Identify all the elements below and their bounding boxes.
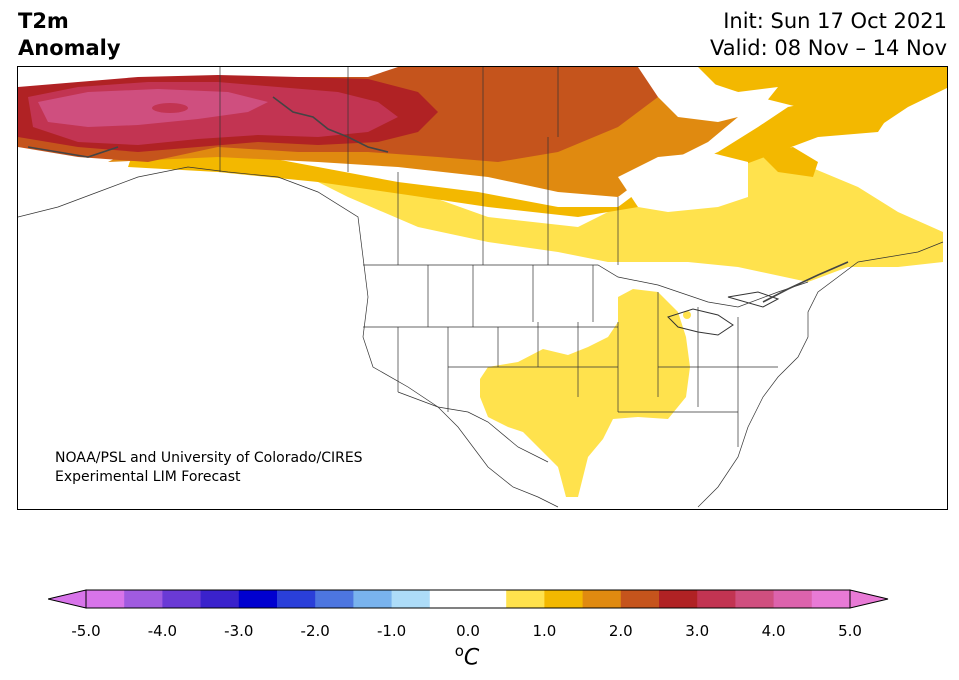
colorbar-cell <box>277 590 316 608</box>
colorbar-cell <box>429 590 469 608</box>
colorbar <box>48 589 889 609</box>
colorbar-cell <box>620 590 660 608</box>
valid-range: Valid: 08 Nov – 14 Nov <box>710 36 947 60</box>
great-lakes <box>667 291 780 336</box>
map-svg <box>18 67 947 509</box>
colorbar-tick-label: 5.0 <box>838 622 862 640</box>
colorbar-tick-label: -4.0 <box>147 622 178 640</box>
colorbar-cell <box>811 590 851 608</box>
init-date: Init: Sun 17 Oct 2021 <box>723 9 947 33</box>
credit-line-2: Experimental LIM Forecast <box>55 469 241 485</box>
colorbar-tick-label: 3.0 <box>685 622 710 640</box>
state-lines <box>363 265 778 447</box>
colorbar-cell <box>315 590 354 608</box>
anomaly-region-arctic-gold <box>698 67 947 127</box>
anomaly-map <box>17 66 948 510</box>
credit-line-1: NOAA/PSL and University of Colorado/CIRE… <box>55 450 363 466</box>
colorbar-tick-label: -5.0 <box>71 622 101 640</box>
colorbar-over-arrow <box>849 589 889 609</box>
field-label: Anomaly <box>18 36 121 60</box>
colorbar-tick-label: 1.0 <box>532 622 557 640</box>
credit-text: NOAA/PSL and University of Colorado/CIRE… <box>55 449 363 487</box>
colorbar-cell <box>162 590 202 608</box>
colorbar-cell <box>391 590 431 608</box>
colorbar-cell <box>582 590 622 608</box>
map-boundaries <box>18 67 944 508</box>
coastline-east <box>697 241 944 508</box>
colorbar-cell <box>468 590 507 608</box>
variable-label: T2m <box>18 9 69 33</box>
colorbar-cell <box>544 590 584 608</box>
coastline-north <box>18 166 559 508</box>
colorbar-unit-label: oC <box>455 642 480 670</box>
anomaly-region-quebec-gold <box>758 147 818 177</box>
colorbar-tick-label: 4.0 <box>761 622 786 640</box>
colorbar-outline <box>85 589 851 609</box>
colorbar-tick-label: 2.0 <box>608 622 633 640</box>
colorbar-cell <box>86 590 125 608</box>
colorbar-tick-label: -2.0 <box>300 622 330 640</box>
forecast-dates: Init: Sun 17 Oct 2021 Valid: 08 Nov – 14… <box>710 8 947 62</box>
colorbar-cell <box>659 590 698 608</box>
colorbar-cell <box>697 590 736 608</box>
arctic-water <box>638 67 778 122</box>
chart-title: T2m Anomaly <box>18 8 121 62</box>
colorbar-cell <box>238 590 278 608</box>
colorbar-cell <box>506 590 545 608</box>
unit-letter: C <box>463 645 480 671</box>
colorbar-tick-label: -3.0 <box>224 622 254 640</box>
anomaly-region-us-south-yellow <box>480 289 690 497</box>
colorbar-under-arrow <box>48 589 87 609</box>
river-alaska <box>27 146 119 158</box>
colorbar-cell <box>200 590 240 608</box>
colorbar-tick-label: 0.0 <box>456 622 480 640</box>
degree-symbol: o <box>454 642 464 660</box>
anomaly-region-alaska-peak <box>152 103 188 113</box>
province-lines <box>347 67 619 265</box>
hudson-bay-water <box>618 152 748 212</box>
colorbar-cell <box>735 590 775 608</box>
colorbar-tick-label: -1.0 <box>376 622 407 640</box>
colorbar-cells <box>86 590 851 608</box>
river-yukon <box>272 96 389 153</box>
anomaly-spot <box>683 311 691 319</box>
colorbar-cell <box>353 590 393 608</box>
anomaly-region-canada-yellow <box>308 152 943 282</box>
st-lawrence <box>762 261 849 303</box>
border-us-canada <box>363 264 809 308</box>
border-us-mexico <box>397 391 549 463</box>
colorbar-cell <box>124 590 163 608</box>
colorbar-cell <box>773 590 813 608</box>
